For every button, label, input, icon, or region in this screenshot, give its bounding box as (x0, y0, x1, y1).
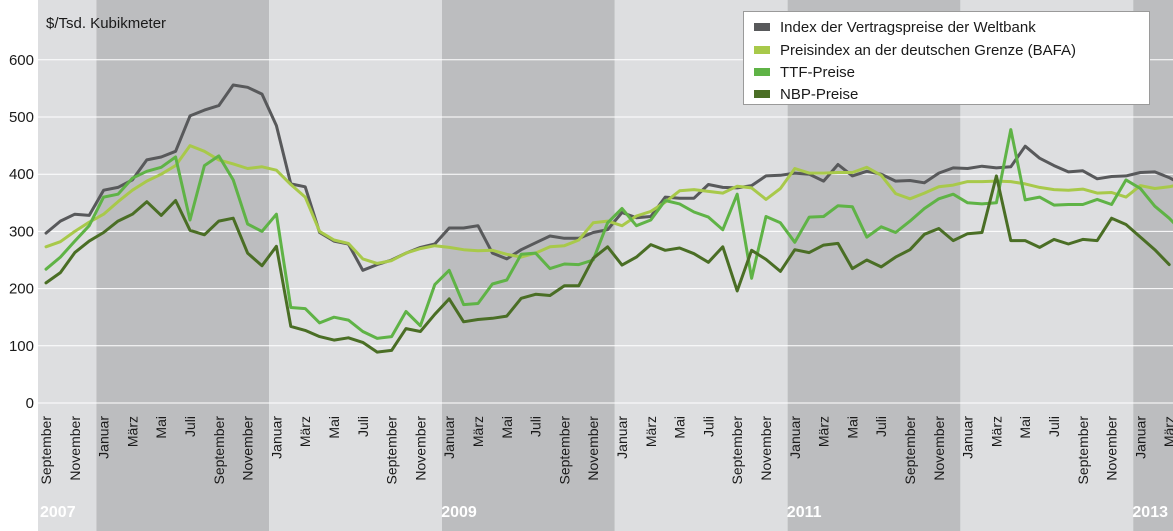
legend-swatch-bafa (754, 46, 770, 54)
x-tick-label: November (1104, 416, 1120, 481)
y-tick-label: 200 (9, 281, 34, 298)
x-tick-label: November (240, 416, 256, 481)
x-tick-label: Mai (326, 416, 342, 439)
x-tick-label: Januar (1132, 416, 1148, 459)
x-tick-label: Januar (614, 416, 630, 459)
x-tick-label: November (67, 416, 83, 481)
x-tick-label: November (412, 416, 428, 481)
x-tick-label: März (816, 416, 832, 447)
x-tick-label: September (902, 416, 918, 485)
y-axis-label: $/Tsd. Kubikmeter (46, 15, 166, 32)
x-tick-label: September (211, 416, 227, 485)
x-tick-label: März (1161, 416, 1173, 447)
x-tick-label: September (1075, 416, 1091, 485)
series-line-1 (44, 144, 1173, 265)
x-tick-label: Juli (182, 416, 198, 437)
year-label: 2009 (441, 504, 477, 521)
y-tick-label: 100 (9, 338, 34, 355)
legend-item-bafa: Preisindex an der deutschen Grenze (BAFA… (754, 40, 1076, 60)
year-band (96, 0, 270, 531)
legend-swatch-weltbank (754, 23, 770, 31)
x-tick-label: November (931, 416, 947, 481)
y-tick-label: 500 (9, 109, 34, 126)
x-tick-label: Juli (355, 416, 371, 437)
x-tick-label: Juli (873, 416, 889, 437)
x-tick-label: Mai (672, 416, 688, 439)
series-line-3 (44, 174, 1171, 354)
x-tick-label: Januar (787, 416, 803, 459)
x-tick-label: Juli (1046, 416, 1062, 437)
y-tick-label: 400 (9, 166, 34, 183)
legend-item-ttf: TTF-Preise (754, 62, 855, 82)
x-tick-label: Januar (268, 416, 284, 459)
x-tick-label: September (38, 416, 54, 485)
x-tick-label: Januar (960, 416, 976, 459)
x-tick-label: Mai (844, 416, 860, 439)
y-tick-label: 300 (9, 223, 34, 240)
x-tick-label: September (729, 416, 745, 485)
x-tick-label: November (758, 416, 774, 481)
x-tick-label: März (470, 416, 486, 447)
legend-item-nbp: NBP-Preise (754, 84, 858, 104)
series-line-2 (44, 128, 1173, 340)
year-label: 2011 (787, 504, 822, 521)
legend-item-weltbank: Index der Vertragspreise der Weltbank (754, 17, 1036, 37)
year-band (269, 0, 442, 531)
legend-label-nbp: NBP-Preise (780, 85, 859, 103)
legend-label-weltbank: Index der Vertragspreise der Weltbank (780, 18, 1036, 36)
year-label: 2007 (40, 504, 76, 521)
x-tick-label: Januar (441, 416, 457, 459)
x-tick-label: Januar (96, 416, 112, 459)
x-tick-label: Juli (528, 416, 544, 437)
year-band (442, 0, 615, 531)
x-tick-label: März (124, 416, 140, 447)
year-label: 2013 (1132, 504, 1168, 521)
legend-label-bafa: Preisindex an der deutschen Grenze (BAFA… (780, 41, 1076, 59)
legend-label-ttf: TTF-Preise (780, 63, 855, 81)
legend-swatch-nbp (754, 90, 770, 98)
x-tick-label: Juli (700, 416, 716, 437)
x-tick-label: Mai (153, 416, 169, 439)
y-tick-label: 0 (26, 395, 34, 412)
x-tick-label: März (988, 416, 1004, 447)
y-tick-label: 600 (9, 52, 34, 69)
x-tick-label: Mai (1017, 416, 1033, 439)
x-tick-label: September (556, 416, 572, 485)
x-tick-label: November (585, 416, 601, 481)
x-tick-label: März (643, 416, 659, 447)
legend: Index der Vertragspreise der Weltbank Pr… (743, 11, 1150, 105)
x-tick-label: September (384, 416, 400, 485)
x-tick-label: Mai (499, 416, 515, 439)
x-tick-label: März (297, 416, 313, 447)
series-line-0 (44, 83, 1173, 272)
legend-swatch-ttf (754, 68, 770, 76)
